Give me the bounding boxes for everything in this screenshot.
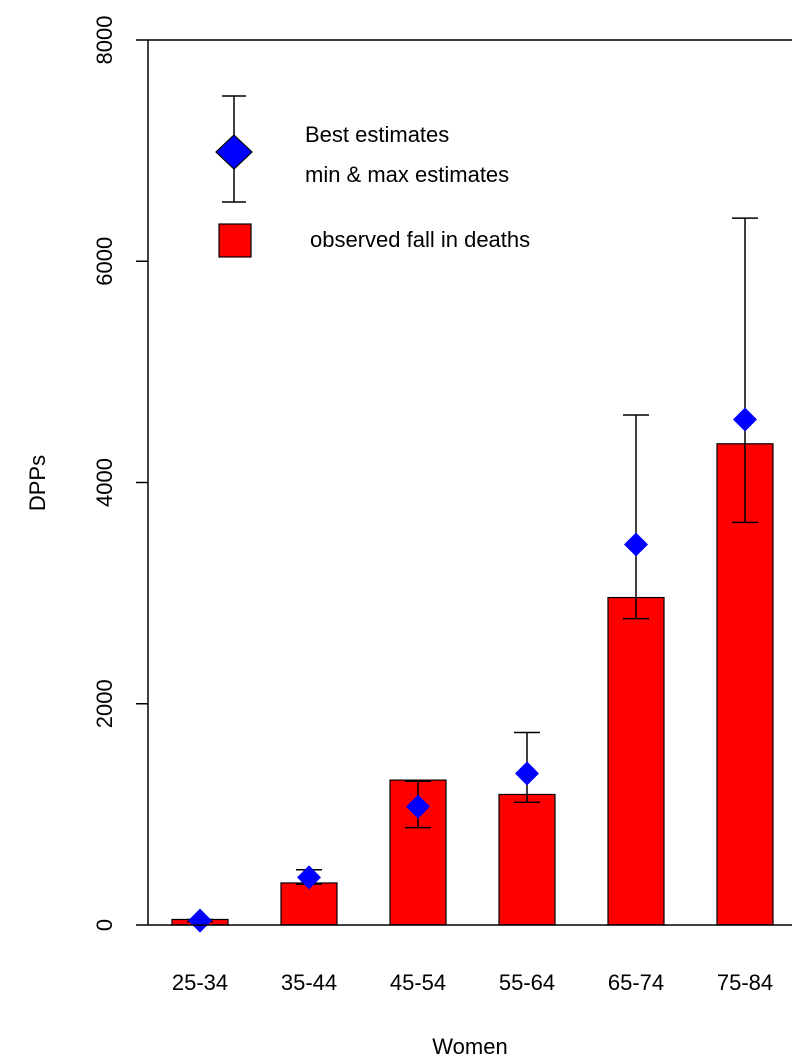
legend-bar-label: observed fall in deaths (310, 227, 530, 252)
legend: Best estimates min & max estimates obser… (215, 95, 530, 258)
x-tick-label: 45-54 (390, 970, 446, 995)
y-tick-label: 0 (92, 919, 117, 931)
bar-55-64 (498, 793, 556, 926)
best-estimate-25-34 (188, 908, 212, 933)
best-estimate-75-84 (733, 407, 757, 432)
bar-65-74 (607, 596, 665, 926)
best-estimate-45-54 (406, 794, 430, 819)
legend-range-label: min & max estimates (305, 162, 509, 187)
bar-75-84 (716, 443, 774, 926)
x-tick-label: 35-44 (281, 970, 337, 995)
bars (171, 443, 774, 926)
x-tick-label: 25-34 (172, 970, 228, 995)
y-tick-label: 6000 (92, 237, 117, 286)
x-tick-label: 65-74 (608, 970, 664, 995)
error-bars (187, 217, 758, 923)
x-tick-label: 55-64 (499, 970, 555, 995)
y-ticks: 0 2000 4000 6000 8000 (92, 16, 148, 931)
best-estimate-points (188, 407, 757, 933)
legend-best-label: Best estimates (305, 122, 449, 147)
y-axis-label: DPPs (25, 455, 50, 511)
best-estimate-55-64 (515, 761, 539, 786)
legend-bar-swatch (218, 223, 252, 258)
legend-diamond-marker (215, 134, 253, 170)
x-tick-label: 75-84 (717, 970, 773, 995)
y-tick-label: 4000 (92, 458, 117, 507)
y-tick-label: 2000 (92, 679, 117, 728)
x-tick-labels: 25-34 35-44 45-54 55-64 65-74 75-84 (172, 970, 773, 995)
best-estimate-65-74 (624, 532, 648, 557)
best-estimate-35-44 (297, 865, 321, 890)
y-tick-label: 8000 (92, 16, 117, 65)
x-axis-label: Women (432, 1034, 507, 1059)
